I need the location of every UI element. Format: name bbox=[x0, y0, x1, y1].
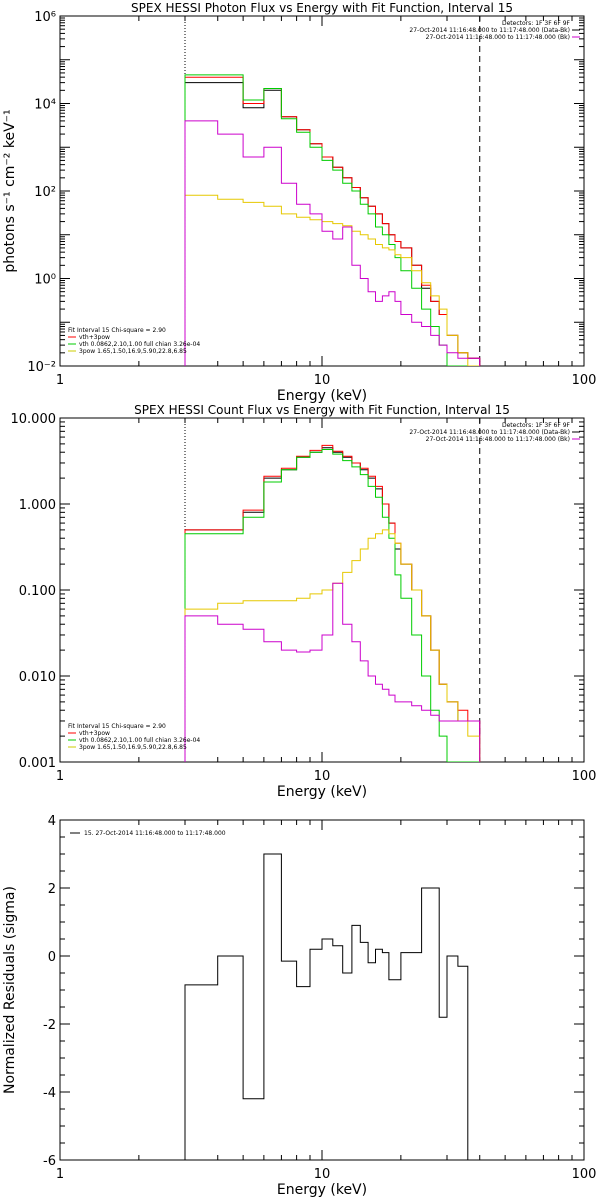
series-powerlaw bbox=[184, 529, 481, 762]
legend-top-right-entry: Detectors: 1F 3F 6F 9F bbox=[502, 20, 571, 27]
legend-bottom-left-entry: vth+3pow bbox=[79, 730, 110, 737]
legend-bottom-left-entry: vth 0.0862,2.10,1.00 full chian 3.26e-04 bbox=[79, 737, 200, 744]
x-tick-label: 1 bbox=[56, 769, 64, 784]
y-tick-label: -6 bbox=[43, 1154, 56, 1169]
series-total bbox=[184, 76, 481, 366]
plot-frame bbox=[59, 819, 585, 1161]
y-tick-label: 0.100 bbox=[19, 584, 56, 599]
x-tick-label: 10 bbox=[314, 769, 331, 784]
series-group bbox=[184, 74, 481, 366]
y-tick-label: 10⁰ bbox=[34, 273, 56, 288]
chart-title: SPEX HESSI Photon Flux vs Energy with Fi… bbox=[131, 1, 513, 15]
chart-title: SPEX HESSI Count Flux vs Energy with Fit… bbox=[134, 403, 510, 417]
x-tick-label: 10 bbox=[314, 1167, 331, 1182]
x-tick-label: 100 bbox=[572, 769, 597, 784]
panel-1: SPEX HESSI Photon Flux vs Energy with Fi… bbox=[2, 1, 596, 404]
y-tick-label: -2 bbox=[43, 1018, 56, 1033]
x-axis-label: Energy (keV) bbox=[277, 1182, 367, 1198]
y-tick-label: 10⁴ bbox=[34, 98, 56, 113]
y-tick-label: 10.000 bbox=[11, 412, 57, 427]
series-background bbox=[184, 120, 481, 366]
legend-bottom-left-entry: Fit Interval 15 Chi-square = 2.90 bbox=[68, 723, 166, 730]
x-tick-label: 100 bbox=[572, 373, 597, 388]
y-tick-label: 10² bbox=[34, 185, 56, 200]
y-tick-label: 0.001 bbox=[19, 756, 56, 771]
legend-top-right-entry: Detectors: 1F 3F 6F 9F bbox=[502, 422, 571, 429]
y-tick-label: 0 bbox=[48, 950, 56, 965]
y-tick-label: 1.000 bbox=[19, 498, 56, 513]
series-background bbox=[184, 582, 481, 762]
x-tick-label: 10 bbox=[314, 373, 331, 388]
y-tick-label: 4 bbox=[48, 814, 56, 829]
y-axis-label: photons s⁻¹ cm⁻² keV⁻¹ bbox=[2, 109, 18, 272]
x-tick-label: 1 bbox=[56, 373, 64, 388]
series-group bbox=[184, 444, 481, 762]
y-tick-label: 10⁶ bbox=[34, 10, 56, 25]
plot-frame bbox=[59, 15, 585, 367]
y-tick-label: -4 bbox=[43, 1086, 56, 1101]
y-axis-label: Normalized Residuals (sigma) bbox=[2, 886, 18, 1094]
x-tick-label: 100 bbox=[572, 1167, 597, 1182]
series-thermal bbox=[184, 74, 480, 366]
series-data bbox=[184, 82, 481, 366]
legend-top-right-entry: 27-Oct-2014 11:16:48.000 to 11:17:48.000… bbox=[426, 436, 570, 443]
legend-bottom-left-entry: 3pow 1.65,1.50,16.9,5.90,22.8,6.85 bbox=[79, 348, 187, 355]
series-thermal bbox=[184, 449, 480, 762]
panel-3: 1 10 100 -6 -4 -2 0 2 4 Energy (keV) Normalized Re… bbox=[2, 814, 596, 1198]
x-tick-label: 1 bbox=[56, 1167, 64, 1182]
y-tick-label: 0.010 bbox=[19, 670, 56, 685]
y-tick-label: 2 bbox=[48, 882, 56, 897]
x-axis-label: Energy (keV) bbox=[277, 388, 367, 404]
series-residuals bbox=[184, 853, 469, 1160]
panel-2: SPEX HESSI Count Flux vs Energy with Fit… bbox=[11, 403, 597, 800]
legend-bottom-left-entry: Fit Interval 15 Chi-square = 2.90 bbox=[68, 327, 166, 334]
legend-top-right-entry: 27-Oct-2014 11:16:48.000 to 11:17:48.000… bbox=[409, 27, 570, 34]
legend-bottom-left-entry: vth 0.0862,2.10,1.00 full chian 3.26e-04 bbox=[79, 341, 200, 348]
x-axis-label: Energy (keV) bbox=[277, 784, 367, 800]
series-group bbox=[184, 853, 469, 1160]
legend-top-right-entry: 27-Oct-2014 11:16:48.000 to 11:17:48.000… bbox=[409, 429, 570, 436]
legend-bottom-left-entry: 3pow 1.65,1.50,16.9,5.90,22.8,6.85 bbox=[79, 744, 187, 751]
legend-top-left-entry: 15. 27-Oct-2014 11:16:48.000 to 11:17:48… bbox=[84, 830, 226, 837]
legend-top-right-entry: 27-Oct-2014 11:16:48.000 to 11:17:48.000… bbox=[426, 34, 570, 41]
series-powerlaw bbox=[184, 194, 480, 366]
y-tick-label: 10⁻² bbox=[27, 360, 56, 375]
legend-bottom-left-entry: vth+3pow bbox=[79, 334, 110, 341]
